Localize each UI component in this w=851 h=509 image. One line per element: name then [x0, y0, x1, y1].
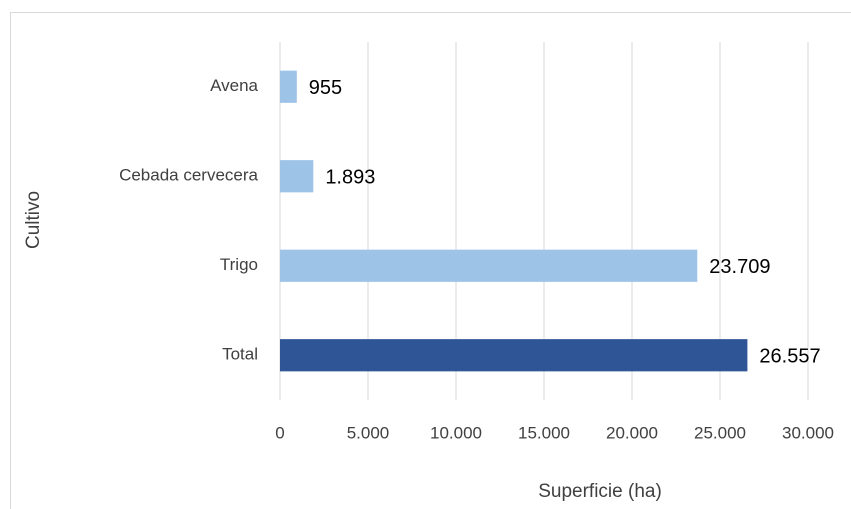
- value-label: 1.893: [325, 167, 375, 189]
- x-axis-title: Superficie (ha): [538, 481, 662, 502]
- value-label: 955: [309, 77, 342, 99]
- y-tick-label: Trigo: [220, 255, 258, 274]
- bar: [280, 339, 748, 372]
- x-tick-label: 25.000: [694, 423, 746, 442]
- bar: [280, 249, 698, 282]
- x-tick-label: 10.000: [430, 423, 482, 442]
- y-tick-label: Avena: [210, 76, 258, 95]
- value-label: 23.709: [709, 256, 770, 278]
- value-label: 26.557: [759, 346, 820, 368]
- x-tick-label: 5.000: [347, 423, 390, 442]
- x-tick-label: 15.000: [518, 423, 570, 442]
- y-axis-title: Cultivo: [23, 191, 44, 249]
- y-tick-label: Cebada cervecera: [119, 166, 258, 185]
- x-tick-label: 0: [275, 423, 284, 442]
- bar: [280, 160, 314, 193]
- bar: [280, 70, 297, 103]
- x-tick-label: 30.000: [782, 423, 834, 442]
- x-tick-label: 20.000: [606, 423, 658, 442]
- y-tick-label: Total: [222, 345, 258, 364]
- chart-frame: [10, 12, 851, 509]
